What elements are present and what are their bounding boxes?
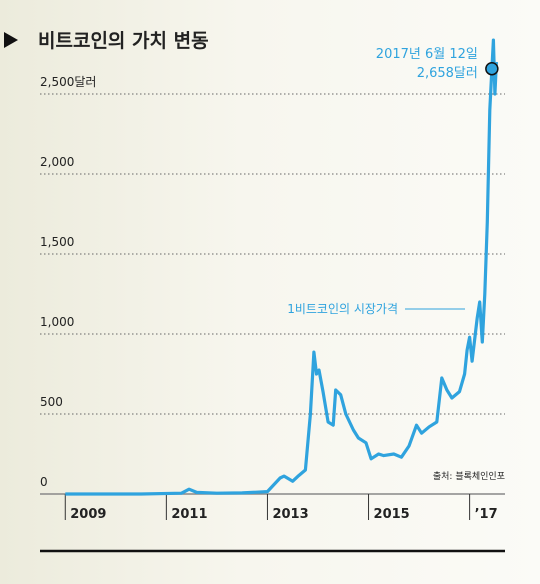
y-tick-label: 1,000 (40, 315, 74, 329)
source: 출처: 블록체인인포 (433, 470, 505, 482)
x-tick-label: 2013 (272, 507, 308, 522)
highlight-label: 2,658달러 (417, 66, 478, 81)
title-marker (4, 32, 18, 48)
y-tick-label: 0 (40, 475, 48, 489)
price-line (65, 38, 498, 496)
highlight-label: 2017년 6월 12일 (376, 47, 478, 62)
chart-title: 비트코인의 가치 변동 (38, 30, 209, 52)
y-tick-label: 2,000 (40, 155, 74, 169)
highlight-point (485, 61, 499, 76)
x-tick-label: ’17 (475, 507, 498, 522)
series-label: 1비트코인의 시장가격 (287, 302, 398, 316)
y-tick-label: 1,500 (40, 235, 74, 249)
y-tick-label: 500 (40, 395, 63, 409)
y-tick-label: 2,500달러 (40, 75, 96, 89)
x-tick-label: 2015 (374, 507, 410, 522)
x-tick-label: 2011 (171, 507, 207, 522)
x-tick-label: 2009 (70, 507, 106, 522)
